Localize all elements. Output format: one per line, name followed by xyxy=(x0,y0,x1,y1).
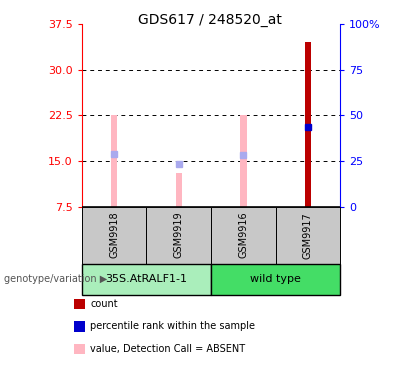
Bar xyxy=(111,115,118,207)
Text: count: count xyxy=(90,299,118,309)
Bar xyxy=(304,42,311,207)
Text: GSM9918: GSM9918 xyxy=(109,212,119,258)
Text: wild type: wild type xyxy=(250,274,301,284)
Text: GDS617 / 248520_at: GDS617 / 248520_at xyxy=(138,13,282,27)
Bar xyxy=(240,115,247,207)
Text: genotype/variation ▶: genotype/variation ▶ xyxy=(4,274,108,284)
Text: value, Detection Call = ABSENT: value, Detection Call = ABSENT xyxy=(90,344,245,354)
Text: GSM9916: GSM9916 xyxy=(238,212,248,258)
Bar xyxy=(176,173,182,207)
Text: GSM9917: GSM9917 xyxy=(303,212,313,258)
Text: GSM9919: GSM9919 xyxy=(174,212,184,258)
Text: 35S.AtRALF1-1: 35S.AtRALF1-1 xyxy=(105,274,187,284)
Text: percentile rank within the sample: percentile rank within the sample xyxy=(90,321,255,332)
